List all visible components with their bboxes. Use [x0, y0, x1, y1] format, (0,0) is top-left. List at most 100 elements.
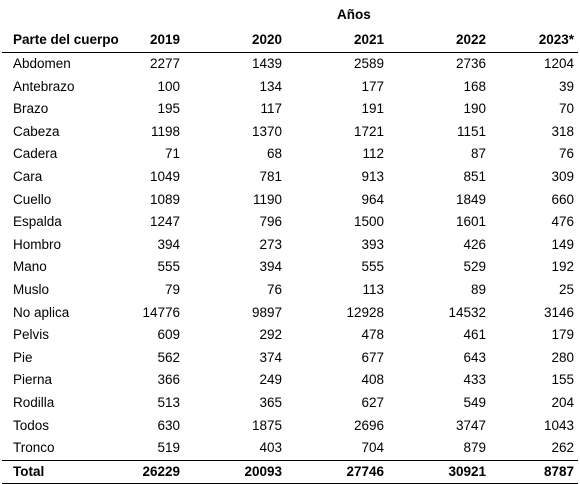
header-year-2022: 2022 [455, 32, 486, 47]
table-row: Tronco 519 403 704 879 262 [2, 437, 578, 460]
row-label: Cadera [13, 146, 58, 162]
table-cell: 403 [259, 440, 282, 456]
years-label: Años [337, 7, 371, 22]
table-cell: 478 [361, 327, 384, 343]
table-cell: 1721 [353, 123, 384, 139]
table-row: Antebrazo 100 134 177 168 39 [2, 76, 578, 99]
table-cell: 2736 [455, 56, 486, 71]
header-row: Parte del cuerpo 2019 2020 2021 2022 202… [2, 27, 578, 53]
table-cell: 1049 [149, 168, 180, 184]
table-cell: 562 [157, 349, 180, 365]
table-row: Pierna 366 249 408 433 155 [2, 369, 578, 392]
table-cell: 39 [558, 78, 574, 94]
table-footer: Total 26229 20093 27746 30921 8787 [2, 460, 578, 484]
table-cell: 1500 [353, 214, 384, 230]
row-label: Muslo [13, 281, 50, 297]
header-year-2023: 2023* [538, 32, 574, 47]
table-cell: 76 [558, 146, 574, 162]
table-cell: 100 [157, 78, 180, 94]
table-cell: 555 [157, 259, 180, 275]
table-row: Cabeza 1198 1370 1721 1151 318 [2, 121, 578, 144]
table-cell: 660 [551, 191, 574, 207]
row-label: Rodilla [13, 394, 55, 410]
table-cell: 68 [266, 146, 282, 162]
table-cell: 191 [361, 101, 384, 117]
table-row: Brazo 195 117 191 190 70 [2, 98, 578, 121]
total-cell: 30921 [448, 463, 486, 479]
row-label: Hombro [13, 236, 62, 252]
table-cell: 117 [260, 101, 282, 117]
years-group-header: Años [2, 0, 578, 27]
row-label: Abdomen [13, 56, 71, 71]
body-part-table: Parte del cuerpo 2019 2020 2021 2022 202… [2, 27, 578, 484]
table-cell: 677 [361, 349, 384, 365]
table-cell: 192 [551, 259, 574, 275]
table-cell: 292 [259, 327, 282, 343]
table-cell: 555 [361, 259, 384, 275]
table-cell: 168 [463, 78, 486, 94]
table-cell: 643 [463, 349, 486, 365]
table-cell: 262 [551, 440, 574, 456]
table-cell: 134 [259, 78, 282, 94]
table-cell: 394 [157, 236, 180, 252]
table-cell: 113 [362, 281, 384, 297]
row-label: Cara [13, 168, 43, 184]
row-label: No aplica [13, 304, 70, 320]
table-row: Pelvis 609 292 478 461 179 [2, 324, 578, 347]
row-label: Cuello [13, 191, 52, 207]
table-cell: 2696 [353, 417, 384, 433]
table-cell: 25 [558, 281, 574, 297]
table-cell: 79 [164, 281, 180, 297]
table-cell: 1439 [251, 56, 282, 71]
table-cell: 273 [259, 236, 282, 252]
table-cell: 280 [551, 349, 574, 365]
table-cell: 609 [157, 327, 180, 343]
row-label: Cabeza [13, 123, 60, 139]
table-cell: 529 [463, 259, 486, 275]
table-cell: 1849 [455, 191, 486, 207]
table-cell: 12928 [346, 304, 384, 320]
total-cell: 27746 [346, 463, 384, 479]
table-row: No aplica 14776 9897 12928 14532 3146 [2, 302, 578, 325]
table-cell: 366 [157, 372, 180, 388]
table-row: Espalda 1247 796 1500 1601 476 [2, 211, 578, 234]
table-row: Todos 630 1875 2696 3747 1043 [2, 415, 578, 438]
row-label: Todos [13, 417, 50, 433]
total-row: Total 26229 20093 27746 30921 8787 [2, 460, 578, 484]
row-label: Pelvis [13, 327, 50, 343]
table-cell: 374 [259, 349, 282, 365]
total-cell: 8787 [543, 463, 574, 479]
table-cell: 476 [551, 214, 574, 230]
table-cell: 1089 [149, 191, 180, 207]
table-cell: 149 [551, 236, 574, 252]
table-row: Cadera 71 68 112 87 76 [2, 143, 578, 166]
table-row: Hombro 394 273 393 426 149 [2, 234, 578, 257]
row-label: Tronco [13, 440, 55, 456]
table-row: Cuello 1089 1190 964 1849 660 [2, 189, 578, 212]
table-cell: 155 [551, 372, 574, 388]
total-cell: 20093 [244, 463, 282, 479]
row-label: Espalda [13, 214, 62, 230]
table-cell: 627 [361, 394, 384, 410]
header-year-2021: 2021 [353, 32, 384, 47]
table-cell: 71 [164, 146, 180, 162]
table-cell: 433 [463, 372, 486, 388]
table-cell: 3146 [543, 304, 574, 320]
table-cell: 3747 [455, 417, 486, 433]
row-label: Brazo [13, 101, 49, 117]
table-cell: 1190 [252, 191, 282, 207]
table-row: Muslo 79 76 113 89 25 [2, 279, 578, 302]
table-cell: 394 [259, 259, 282, 275]
row-label: Pie [13, 349, 33, 365]
table-cell: 964 [361, 191, 384, 207]
table-cell: 1204 [543, 56, 574, 71]
table-cell: 76 [266, 281, 282, 297]
table-cell: 630 [157, 417, 180, 433]
header-year-2020: 2020 [251, 32, 282, 47]
row-label: Mano [13, 259, 47, 275]
table-cell: 1043 [543, 417, 574, 433]
table-cell: 1151 [456, 123, 486, 139]
row-label: Antebrazo [13, 78, 75, 94]
table-cell: 851 [463, 168, 486, 184]
table-cell: 9897 [251, 304, 282, 320]
